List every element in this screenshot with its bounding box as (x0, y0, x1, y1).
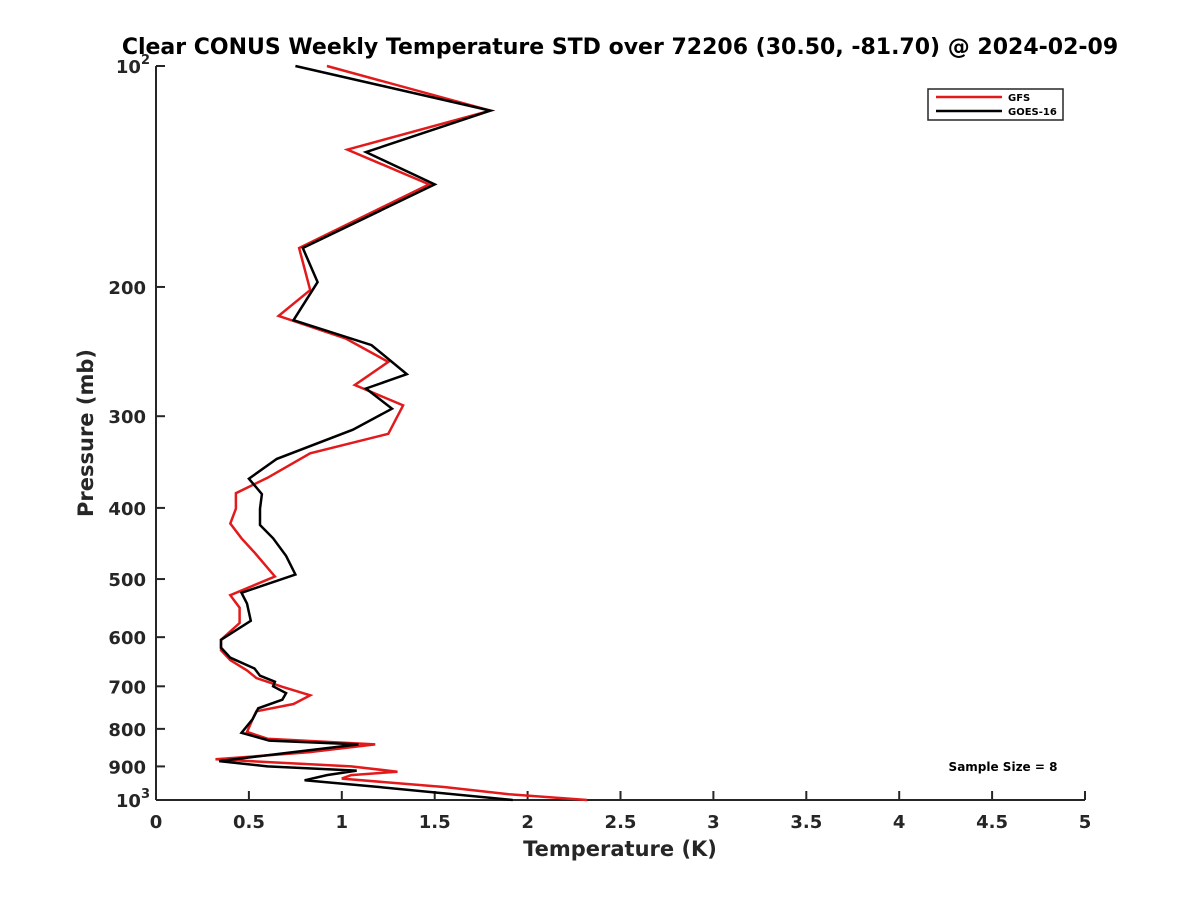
x-tick-label: 3.5 (790, 812, 822, 833)
series-lines (215, 64, 588, 802)
y-tick-label: 600 (108, 628, 146, 649)
y-tick-label: 700 (108, 677, 146, 698)
y-tick-label: 102 (116, 53, 150, 78)
legend: GFS GOES-16 (927, 88, 1064, 121)
x-tick-label: 2 (521, 812, 534, 833)
chart-title: Clear CONUS Weekly Temperature STD over … (122, 35, 1118, 60)
x-tick-label: 4 (893, 812, 906, 833)
legend-label-gfs: GFS (1008, 93, 1030, 104)
series-line-gfs (215, 64, 588, 802)
y-axis: 102 200 300 400 500 600 700 800 900 103 (108, 53, 165, 812)
x-tick-label: 4.5 (976, 812, 1008, 833)
y-tick-label: 900 (108, 757, 146, 778)
y-tick-label: 500 (108, 570, 146, 591)
y-tick-label: 300 (108, 407, 146, 428)
y-tick-label: 400 (108, 499, 146, 520)
y-tick-label: 103 (116, 787, 150, 812)
legend-label-goes-16: GOES-16 (1008, 107, 1057, 118)
y-axis-label: Pressure (mb) (74, 349, 98, 517)
y-tick-label: 800 (108, 720, 146, 741)
x-tick-label: 1.5 (419, 812, 451, 833)
legend-box (927, 88, 1064, 121)
x-tick-label: 0.5 (233, 812, 265, 833)
x-axis-label: Temperature (K) (523, 837, 717, 861)
x-tick-label: 5 (1079, 812, 1092, 833)
y-tick-label: 200 (108, 278, 146, 299)
x-axis: 0 0.5 1 1.5 2 2.5 3 3.5 4 4.5 5 (150, 791, 1092, 833)
x-tick-label: 3 (707, 812, 720, 833)
x-tick-label: 1 (336, 812, 349, 833)
series-line-goes-16 (219, 64, 513, 802)
x-tick-label: 2.5 (605, 812, 637, 833)
sample-size-annotation: Sample Size = 8 (949, 760, 1058, 774)
x-tick-label: 0 (150, 812, 163, 833)
